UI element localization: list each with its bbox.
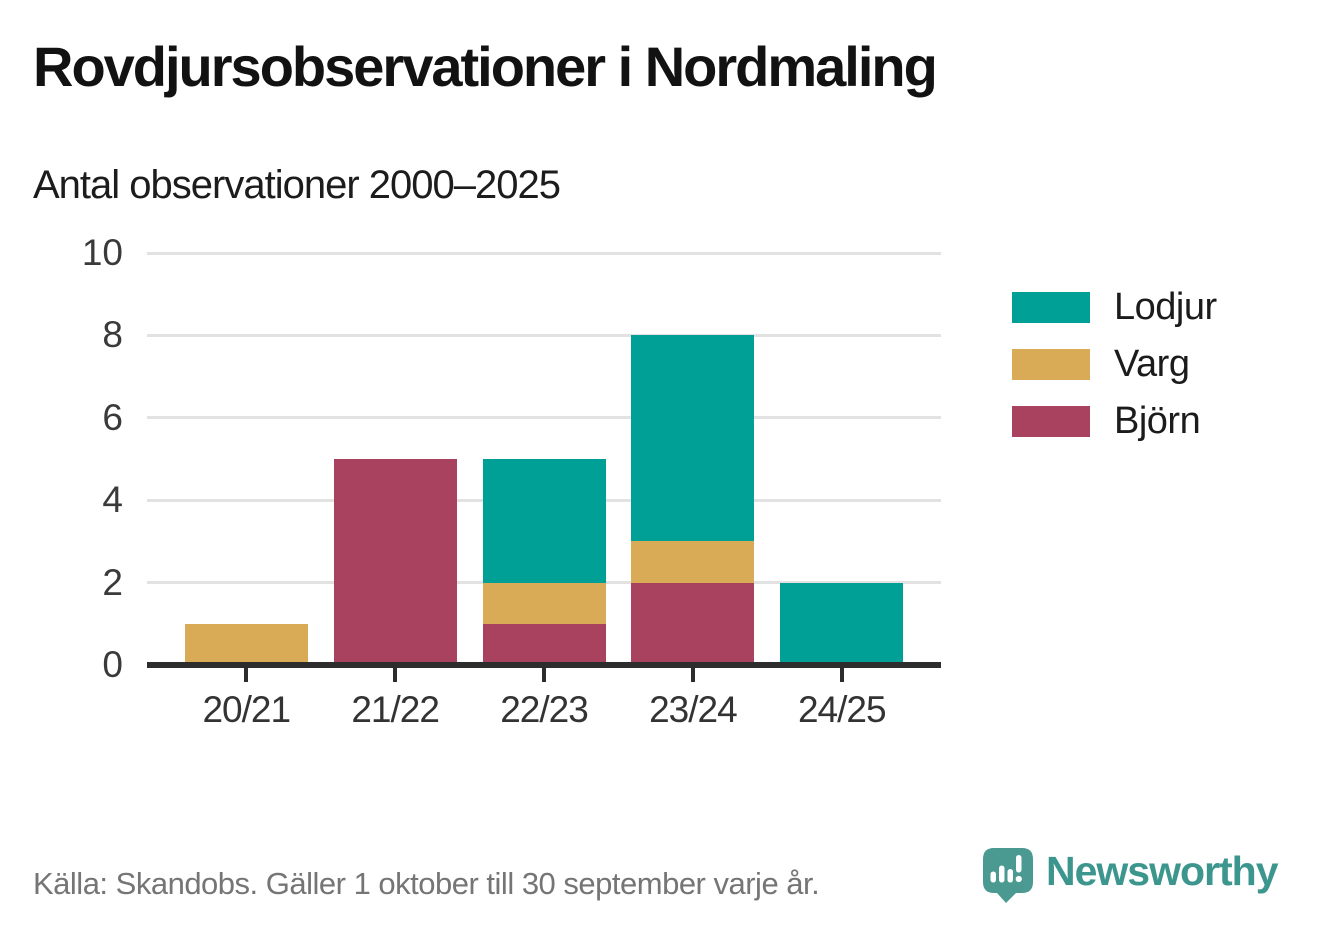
- gridline-10: [147, 251, 941, 255]
- x-tick-label: 20/21: [202, 689, 291, 730]
- y-tick-label: 0: [102, 644, 123, 685]
- newsworthy-logo-icon: [983, 848, 1033, 903]
- x-tick-label: 23/24: [649, 689, 738, 730]
- bar-segment-lodjur-24-25: [780, 582, 904, 665]
- y-tick-label: 4: [102, 479, 123, 521]
- legend-label: Varg: [1114, 343, 1190, 385]
- gridline-6: [147, 416, 941, 420]
- bar-segment-björn-22-23: [482, 623, 606, 665]
- bar-segment-björn-21-22: [333, 459, 457, 665]
- legend-item-björn: Björn: [1012, 400, 1217, 442]
- brand-name: Newsworthy: [1046, 848, 1278, 894]
- bar-segment-varg-20-21: [184, 623, 308, 665]
- bar-segment-lodjur-22-23: [482, 459, 606, 583]
- x-tick-label: 22/23: [500, 689, 589, 730]
- legend-label: Lodjur: [1114, 286, 1217, 328]
- x-axis-tick: [839, 668, 844, 682]
- source-note: Källa: Skandobs. Gäller 1 oktober till 3…: [33, 866, 820, 901]
- x-tick-label: 24/25: [797, 689, 887, 730]
- legend-swatch: [1012, 406, 1090, 437]
- x-axis-tick: [690, 668, 695, 682]
- y-tick-label: 2: [102, 561, 123, 603]
- legend: Lodjur Varg Björn: [1012, 286, 1217, 463]
- bar-segment-lodjur-23-24: [631, 335, 755, 542]
- brand-logo: Newsworthy: [983, 848, 1278, 903]
- chart-title: Rovdjursobservationer i Nordmaling: [33, 35, 938, 98]
- legend-swatch: [1012, 292, 1090, 323]
- x-axis-tick: [393, 668, 398, 682]
- bar-segment-björn-23-24: [631, 582, 755, 665]
- gridline-8: [147, 333, 941, 337]
- bar-segment-varg-23-24: [631, 541, 755, 583]
- legend-item-lodjur: Lodjur: [1012, 286, 1217, 328]
- x-tick-label: 21/22: [351, 689, 440, 730]
- bar-segment-varg-22-23: [482, 582, 606, 624]
- x-axis-tick: [542, 668, 546, 682]
- legend-swatch: [1012, 349, 1090, 380]
- y-tick-label: 10: [81, 232, 123, 273]
- x-axis-line: [147, 662, 941, 668]
- x-axis-tick: [244, 668, 249, 682]
- y-tick-label: 6: [102, 396, 123, 438]
- chart-subtitle: Antal observationer 2000–2025: [33, 163, 561, 207]
- legend-item-varg: Varg: [1012, 343, 1217, 385]
- plot-area: 0 2 4 6 8 10 20/21 21/22 22/23 23/24 24/25: [82, 234, 941, 730]
- y-tick-label: 8: [102, 314, 123, 356]
- legend-label: Björn: [1114, 400, 1201, 442]
